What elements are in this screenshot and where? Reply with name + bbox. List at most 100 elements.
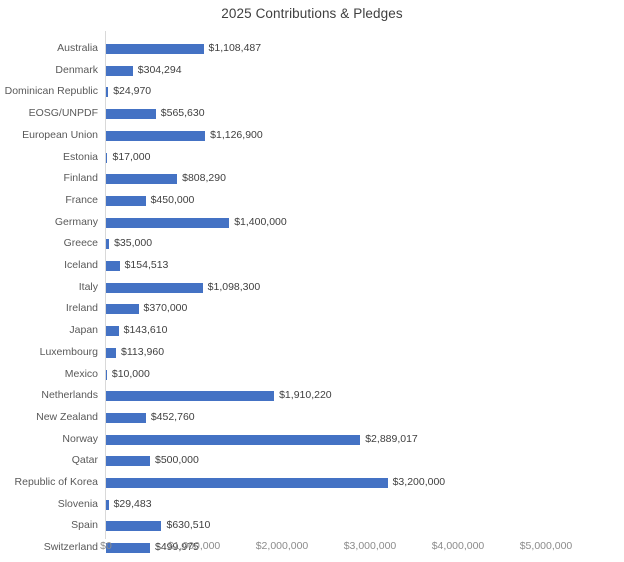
axis-tick-label: $3,000,000 [343,540,397,552]
bar-value-label: $35,000 [114,237,153,250]
category-label: Estonia [62,150,98,163]
bar-value-label: $2,889,017 [365,432,418,445]
bar-row: Mexico $10,000 [0,364,624,386]
bar-row: Netherlands $1,910,220 [0,385,624,407]
bar-value-label: $3,200,000 [392,476,446,488]
value-axis: $0 $1,000,000 $2,000,000 $3,000,000 $4,000,0… [0,540,624,562]
bar-row: Ireland $370,000 [0,298,624,320]
category-label: Luxembourg [39,345,98,358]
bar[interactable] [106,152,108,163]
category-label: European Union [22,128,98,141]
bar-row: Italy $1,098,300 [0,277,624,299]
bar[interactable] [106,217,230,228]
bar-value-label: $1,910,220 [279,389,332,402]
category-label: Norway [62,432,98,445]
bar-value-label: $808,290 [182,172,226,185]
bar[interactable] [106,434,361,445]
bar[interactable] [106,521,162,532]
bar[interactable] [106,347,117,358]
bar-value-label: $1,108,487 [208,42,262,54]
category-label: Denmark [55,63,98,76]
category-label: Australia [57,42,98,54]
bar-value-label: $29,483 [113,497,152,510]
category-label: Iceland [64,259,98,271]
bar-value-label: $1,098,300 [207,280,261,293]
bar[interactable] [106,304,139,315]
bar-value-label: $24,970 [113,85,152,98]
bar-value-label: $450,000 [150,193,195,206]
axis-tick-label: $1,000,000 [167,540,221,552]
bar-value-label: $154,513 [124,259,169,271]
bar-row: France $450,000 [0,190,624,212]
bar-row: Spain $630,510 [0,515,624,537]
bar-value-label: $143,610 [123,324,168,337]
category-label: Qatar [71,454,98,467]
bar-row: Switzerland $499,975 [0,537,624,559]
category-label: New Zealand [36,410,98,423]
bar-value-label: $630,510 [166,519,211,532]
bar-row: European Union $1,126,900 [0,125,624,147]
bar-row: Greece $35,000 [0,233,624,255]
bar[interactable] [106,412,146,423]
category-label: Dominican Republic [4,85,98,98]
chart-title: 2025 Contributions & Pledges [221,6,403,21]
category-axis-line [105,31,106,539]
bar-value-label: $499,975 [154,541,199,554]
category-label: Netherlands [41,389,98,402]
bar-row: Estonia $17,000 [0,147,624,169]
bar-row: Iceland $154,513 [0,255,624,277]
category-label: Mexico [64,367,98,380]
bar[interactable] [106,261,120,271]
bar-row: Australia $1,108,487 [0,38,624,60]
bar-row: EOSG/UNPDF $565,630 [0,103,624,125]
bar[interactable] [106,543,150,554]
bar-value-label: $17,000 [112,150,151,163]
bar-value-label: $113,960 [121,345,165,358]
bar-value-label: $10,000 [111,367,150,380]
category-label: Ireland [65,302,98,315]
bar-value-label: $1,400,000 [234,215,287,228]
category-label: Finland [63,172,98,185]
bar[interactable] [106,499,109,510]
bar[interactable] [106,44,204,54]
bar-row: New Zealand $452,760 [0,407,624,429]
bar[interactable] [106,130,206,141]
bar[interactable] [106,282,203,293]
bar[interactable] [106,109,156,120]
category-label: Slovenia [57,497,98,510]
category-label: Germany [54,215,98,228]
bar[interactable] [106,174,178,185]
bar-value-label: $304,294 [137,63,182,76]
bar[interactable] [106,65,133,76]
bar[interactable] [106,478,388,488]
category-label: Italy [78,280,98,293]
bar[interactable] [106,239,110,250]
category-label: Greece [63,237,98,250]
bar[interactable] [106,456,150,467]
bar-row: Japan $143,610 [0,320,624,342]
category-label: Japan [69,324,98,337]
bar-row: Denmark $304,294 [0,60,624,82]
bar-row: Germany $1,400,000 [0,212,624,234]
bar-value-label: $1,126,900 [210,128,263,141]
bar[interactable] [106,195,146,206]
bar[interactable] [106,369,107,380]
plot-area: Australia $1,108,487 Denmark $304,294 Domini… [0,30,624,554]
bar-value-label: $565,630 [160,107,205,120]
bar[interactable] [106,87,109,98]
axis-tick-label: $5,000,000 [519,540,573,552]
axis-tick-label: $0 [100,540,112,552]
bar[interactable] [106,326,119,337]
bar-row: Republic of Korea $3,200,000 [0,472,624,494]
bar-value-label: $500,000 [155,454,199,467]
category-label: Switzerland [43,541,98,554]
category-label: EOSG/UNPDF [28,107,98,120]
bar-value-label: $452,760 [150,410,195,423]
bar[interactable] [106,391,275,402]
bar-row: Finland $808,290 [0,168,624,190]
bar-row: Norway $2,889,017 [0,429,624,451]
category-label: France [65,193,98,206]
bar-row: Slovenia $29,483 [0,494,624,516]
bar-value-label: $370,000 [143,302,188,315]
